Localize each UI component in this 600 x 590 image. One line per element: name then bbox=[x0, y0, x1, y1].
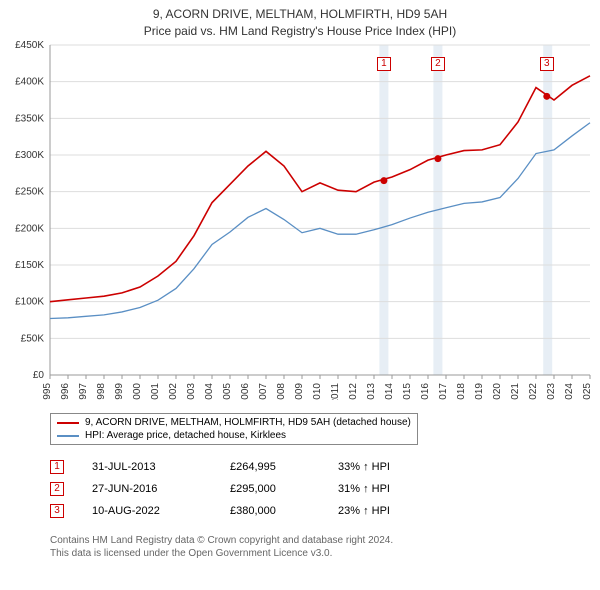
svg-text:£150K: £150K bbox=[15, 260, 44, 271]
sale-pct-vs-hpi: 31% ↑ HPI bbox=[338, 483, 390, 495]
sale-pct-vs-hpi: 33% ↑ HPI bbox=[338, 461, 390, 473]
sale-row-2: 2 27-JUN-2016 £295,000 31% ↑ HPI bbox=[50, 482, 390, 496]
svg-text:2008: 2008 bbox=[276, 383, 287, 400]
svg-text:2019: 2019 bbox=[474, 383, 485, 400]
sale-price: £264,995 bbox=[230, 461, 310, 473]
svg-text:2017: 2017 bbox=[438, 383, 449, 400]
sale-date: 27-JUN-2016 bbox=[92, 483, 202, 495]
svg-text:£0: £0 bbox=[33, 370, 45, 381]
svg-text:1996: 1996 bbox=[60, 383, 71, 400]
svg-text:2024: 2024 bbox=[564, 383, 575, 400]
legend-swatch-2 bbox=[57, 435, 79, 437]
sale-row-1: 1 31-JUL-2013 £264,995 33% ↑ HPI bbox=[50, 460, 390, 474]
svg-text:£300K: £300K bbox=[15, 150, 44, 161]
chart-marker-1: 1 bbox=[377, 57, 391, 71]
sale-marker-3: 3 bbox=[50, 504, 64, 518]
sale-marker-2: 2 bbox=[50, 482, 64, 496]
legend: 9, ACORN DRIVE, MELTHAM, HOLMFIRTH, HD9 … bbox=[50, 413, 418, 445]
attribution-line-2: This data is licensed under the Open Gov… bbox=[50, 547, 393, 560]
legend-item-series-1: 9, ACORN DRIVE, MELTHAM, HOLMFIRTH, HD9 … bbox=[57, 416, 411, 429]
svg-text:2012: 2012 bbox=[348, 383, 359, 400]
svg-text:1999: 1999 bbox=[114, 383, 125, 400]
svg-text:£400K: £400K bbox=[15, 77, 44, 88]
svg-text:2003: 2003 bbox=[186, 383, 197, 400]
legend-item-series-2: HPI: Average price, detached house, Kirk… bbox=[57, 429, 411, 442]
chart-marker-2: 2 bbox=[431, 57, 445, 71]
price-vs-hpi-chart: £0 £50K £100K £150K £200K £250K £300K £350K £400… bbox=[0, 0, 600, 400]
svg-text:2007: 2007 bbox=[258, 383, 269, 400]
svg-text:2018: 2018 bbox=[456, 383, 467, 400]
svg-text:2002: 2002 bbox=[168, 383, 179, 400]
svg-text:2014: 2014 bbox=[384, 383, 395, 400]
svg-text:2016: 2016 bbox=[420, 383, 431, 400]
chart-marker-3: 3 bbox=[540, 57, 554, 71]
svg-text:2004: 2004 bbox=[204, 383, 215, 400]
legend-label-2: HPI: Average price, detached house, Kirk… bbox=[85, 430, 286, 441]
svg-text:1998: 1998 bbox=[96, 383, 107, 400]
sale-date: 10-AUG-2022 bbox=[92, 505, 202, 517]
svg-text:2022: 2022 bbox=[528, 383, 539, 400]
svg-text:2000: 2000 bbox=[132, 383, 143, 400]
legend-swatch-1 bbox=[57, 422, 79, 424]
sale-pct-vs-hpi: 23% ↑ HPI bbox=[338, 505, 390, 517]
sale-row-3: 3 10-AUG-2022 £380,000 23% ↑ HPI bbox=[50, 504, 390, 518]
attribution-line-1: Contains HM Land Registry data © Crown c… bbox=[50, 534, 393, 547]
svg-text:2011: 2011 bbox=[330, 383, 341, 400]
svg-text:2006: 2006 bbox=[240, 383, 251, 400]
svg-text:2009: 2009 bbox=[294, 383, 305, 400]
svg-text:1997: 1997 bbox=[78, 383, 89, 400]
sale-marker-1: 1 bbox=[50, 460, 64, 474]
attribution: Contains HM Land Registry data © Crown c… bbox=[50, 534, 393, 560]
svg-text:2025: 2025 bbox=[582, 383, 593, 400]
svg-text:2001: 2001 bbox=[150, 383, 161, 400]
svg-text:£350K: £350K bbox=[15, 113, 44, 124]
svg-text:2023: 2023 bbox=[546, 383, 557, 400]
svg-text:£100K: £100K bbox=[15, 297, 44, 308]
svg-text:2020: 2020 bbox=[492, 383, 503, 400]
svg-text:£50K: £50K bbox=[21, 333, 45, 344]
svg-text:2013: 2013 bbox=[366, 383, 377, 400]
svg-text:2010: 2010 bbox=[312, 383, 323, 400]
sale-price: £295,000 bbox=[230, 483, 310, 495]
svg-text:2021: 2021 bbox=[510, 383, 521, 400]
svg-text:2005: 2005 bbox=[222, 383, 233, 400]
svg-text:£200K: £200K bbox=[15, 223, 44, 234]
sale-price: £380,000 bbox=[230, 505, 310, 517]
svg-text:2015: 2015 bbox=[402, 383, 413, 400]
svg-text:£450K: £450K bbox=[15, 40, 44, 51]
legend-label-1: 9, ACORN DRIVE, MELTHAM, HOLMFIRTH, HD9 … bbox=[85, 417, 411, 428]
sale-date: 31-JUL-2013 bbox=[92, 461, 202, 473]
svg-text:£250K: £250K bbox=[15, 187, 44, 198]
svg-text:1995: 1995 bbox=[42, 383, 53, 400]
